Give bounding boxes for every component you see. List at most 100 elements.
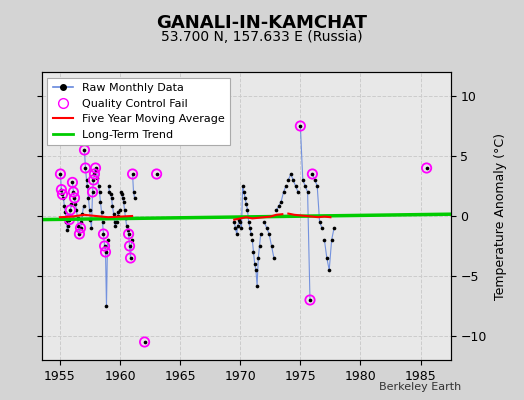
Point (66, 216, 74, 223)
Point (77, 225, 85, 231)
Point (89, 177, 97, 183)
Point (233, 231, 241, 237)
Point (315, 219, 324, 225)
Point (311, 177, 319, 183)
Point (115, 207, 124, 213)
Point (95, 189, 104, 195)
Point (252, 267, 260, 273)
Point (70, 195, 79, 201)
Point (260, 219, 268, 225)
Point (62, 219, 71, 225)
Point (277, 198, 286, 205)
Point (82, 177, 91, 183)
Point (75, 231, 84, 237)
Point (282, 183, 290, 189)
Point (255, 243, 264, 249)
Point (101, 243, 109, 249)
Point (99, 231, 107, 237)
Point (125, 243, 134, 249)
Point (66, 207, 74, 213)
Point (320, 237, 329, 243)
Point (67, 201, 75, 207)
Point (89, 177, 97, 183)
Point (58, 191, 67, 198)
Point (126, 255, 135, 261)
Point (119, 198, 128, 205)
Point (130, 195, 139, 201)
Point (306, 297, 314, 303)
Point (313, 183, 321, 189)
Point (126, 255, 135, 261)
Point (75, 231, 84, 237)
Point (231, 225, 239, 231)
Point (63, 227, 72, 234)
Point (90, 171, 99, 177)
Point (291, 183, 300, 189)
Point (127, 237, 136, 243)
Point (325, 267, 333, 273)
Point (152, 171, 161, 177)
Point (257, 231, 265, 237)
Point (59, 195, 68, 201)
Point (308, 171, 316, 177)
Point (66, 216, 74, 223)
Text: Berkeley Earth: Berkeley Earth (379, 382, 461, 392)
Point (301, 183, 309, 189)
Legend: Raw Monthly Data, Quality Control Fail, Five Year Moving Average, Long-Term Tren: Raw Monthly Data, Quality Control Fail, … (48, 78, 230, 145)
Point (114, 209, 123, 216)
Point (249, 249, 258, 255)
Point (89, 189, 97, 195)
Point (235, 216, 243, 223)
Point (61, 209, 70, 216)
Point (247, 231, 255, 237)
Point (105, 189, 114, 195)
Point (69, 189, 78, 195)
Point (101, 249, 110, 255)
Point (110, 210, 118, 217)
Point (86, 216, 95, 223)
Point (236, 219, 245, 225)
Point (267, 243, 276, 249)
Point (308, 171, 316, 177)
Point (306, 297, 314, 303)
Point (96, 198, 105, 205)
Point (101, 249, 110, 255)
Point (106, 191, 115, 198)
Point (303, 189, 312, 195)
Point (128, 171, 137, 177)
Point (237, 225, 246, 231)
Point (246, 225, 254, 231)
Point (66, 207, 74, 213)
Point (122, 215, 130, 222)
Point (60, 203, 69, 210)
Point (245, 219, 253, 225)
Point (422, 165, 431, 171)
Point (71, 201, 80, 207)
Point (72, 207, 81, 213)
Point (99, 231, 107, 237)
Point (129, 189, 138, 195)
Point (117, 191, 126, 198)
Point (123, 222, 131, 229)
Point (279, 189, 288, 195)
Point (242, 201, 250, 207)
Point (294, 189, 302, 195)
Point (265, 231, 274, 237)
Point (64, 222, 73, 229)
Point (250, 261, 259, 267)
Text: 53.700 N, 157.633 E (Russia): 53.700 N, 157.633 E (Russia) (161, 30, 363, 44)
Point (128, 171, 137, 177)
Point (234, 222, 242, 229)
Point (89, 189, 97, 195)
Point (97, 209, 106, 216)
Point (94, 183, 103, 189)
Point (79, 203, 88, 210)
Point (69, 189, 78, 195)
Point (248, 237, 256, 243)
Point (263, 225, 271, 231)
Point (253, 282, 261, 289)
Point (140, 339, 149, 345)
Point (140, 339, 149, 345)
Point (102, 303, 111, 309)
Point (118, 195, 127, 201)
